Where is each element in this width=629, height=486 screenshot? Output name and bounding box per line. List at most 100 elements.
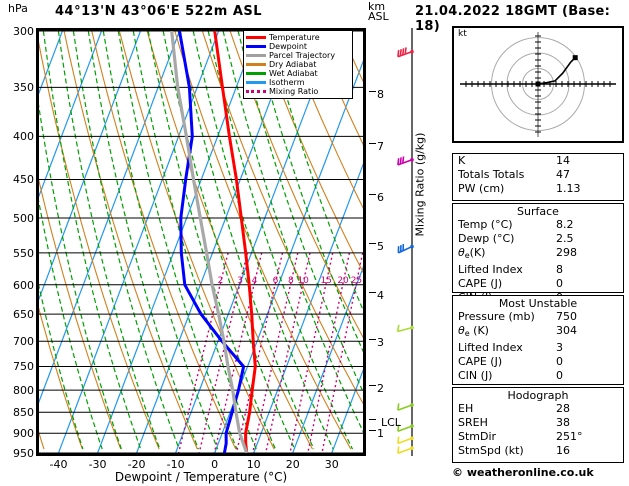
wind-barb [397,424,414,432]
info-row-value: 750 [556,310,577,323]
hodograph-svg [460,32,616,137]
page-title: 44°13'N 43°06'E 522m ASL [55,4,263,19]
surface-panel-title: Surface [517,205,559,218]
legend-item: Dewpoint [246,42,350,51]
pressure-tick-label: 450 [13,173,34,187]
svg-text:2: 2 [218,276,224,286]
surface-panel: Surface Temp (°C) 8.2 Dewp (°C) 2.5 θe(K) 298… [452,203,624,304]
height-tick [369,291,376,293]
hodograph-point [535,81,541,87]
info-row: K 14 [453,154,623,168]
info-row-value: 3 [556,341,563,354]
pressure-tick-label: 600 [13,278,34,292]
info-row-key: Pressure (mb) [458,310,535,323]
info-row-value: 1.13 [556,182,581,195]
info-row-key: Dewp (°C) [458,232,515,245]
info-row-value: 47 [556,168,570,181]
info-row-value: 2.5 [556,232,574,245]
legend-item: Mixing Ratio [246,87,350,96]
info-row-key: θe (K) [458,324,489,338]
svg-text:15: 15 [320,276,331,286]
curve-temperature [213,31,257,453]
legend-swatch [246,90,266,93]
info-row-value: 8 [556,263,563,276]
legend-label: Parcel Trajectory [269,50,336,60]
pressure-axis: 300 350 400 450 500 550 600 650 700 750 800 850 900 9… [0,25,34,460]
temperature-tick-label: -40 [49,458,68,471]
height-axis: Mixing Ratio (g/kg) 1 2 3 4 5 6 7 8 LCL [369,28,429,456]
info-row: Lifted Index 3 [453,341,623,355]
info-row-key: SREH [458,416,488,429]
legend-item: Isotherm [246,78,350,87]
info-row: SREH 38 [453,416,623,430]
temperature-tick-label: -20 [127,458,146,471]
pressure-tick-label: 550 [13,246,34,260]
info-row-key: θe(K) [458,246,486,260]
info-row-value: 304 [556,324,577,337]
svg-text:3: 3 [237,276,243,286]
pressure-tick-label: 700 [13,335,34,349]
mixing-ratio-axis-label: Mixing Ratio (g/kg) [413,132,427,237]
pressure-tick-label: 850 [13,406,34,420]
pressure-tick-label: 350 [13,81,34,95]
info-row-value: 8.2 [556,218,574,231]
most-unstable-panel-title: Most Unstable [498,297,578,310]
legend-label: Wet Adiabat [269,68,318,78]
legend-item: Parcel Trajectory [246,51,350,60]
info-row-key: StmDir [458,430,497,443]
info-row-value: 298 [556,246,577,259]
height-tick-label: 4 [377,288,384,302]
svg-text:20: 20 [337,276,349,286]
pressure-tick-label: 900 [13,427,34,441]
legend-label: Dewpoint [269,41,308,51]
height-tick [369,193,376,195]
skewt-svg: 2 3 4 6 8 10 15 20 25 [39,31,363,453]
height-tick-label: 6 [377,190,384,204]
height-tick-label: 2 [377,381,384,395]
hodograph-unit-label: kt [458,29,467,39]
wind-barb [397,243,414,254]
info-row: θe(K) 298 [453,246,623,263]
info-row-key: Lifted Index [458,263,523,276]
wind-barb-column [390,28,434,456]
svg-text:10: 10 [297,276,309,286]
height-tick-label: 8 [377,87,384,101]
temperature-tick-label: 30 [324,458,339,471]
info-row-value: 0 [556,369,563,382]
info-row: CAPE (J) 0 [453,277,623,291]
hodograph-panel: kt [452,26,624,143]
info-row-key: PW (cm) [458,182,505,195]
temperature-tick-label: -30 [88,458,107,471]
info-row-key: StmSpd (kt) [458,444,524,457]
mixing-ratio-labels: 2 3 4 6 8 10 15 20 25 [218,276,362,286]
info-row-value: 38 [556,416,570,429]
pressure-tick-label: 650 [13,308,34,322]
pressure-tick-label: 300 [13,25,34,38]
legend-label: Dry Adiabat [269,59,317,69]
wind-barb [397,47,414,58]
info-row-value: 16 [556,444,570,457]
info-row: Dewp (°C) 2.5 [453,232,623,246]
height-tick-label: 7 [377,139,384,153]
legend-item: Wet Adiabat [246,69,350,78]
info-row-key: Temp (°C) [458,218,513,231]
curve-parcel-trajectory [170,31,249,453]
legend: Temperature Dewpoint Parcel Trajectory Dry … [243,30,353,99]
svg-text:6: 6 [273,276,279,286]
legend-swatch [246,36,266,39]
legend-swatch [246,81,266,84]
height-tick-label: 1 [377,426,384,440]
model-run-title: 21.04.2022 18GMT (Base: 18) [415,4,611,34]
wind-barb [397,436,414,445]
legend-item: Dry Adiabat [246,60,350,69]
pressure-unit-label: hPa [8,2,28,15]
height-tick [369,243,376,245]
wind-barb [396,324,414,333]
info-row: Pressure (mb) 750 [453,310,623,324]
pressure-tick-label: 500 [13,212,34,225]
lcl-tick [369,419,376,421]
info-row-key: CAPE (J) [458,277,503,290]
info-row: EH 28 [453,402,623,416]
height-tick [369,90,376,92]
info-row: Totals Totals 47 [453,168,623,182]
